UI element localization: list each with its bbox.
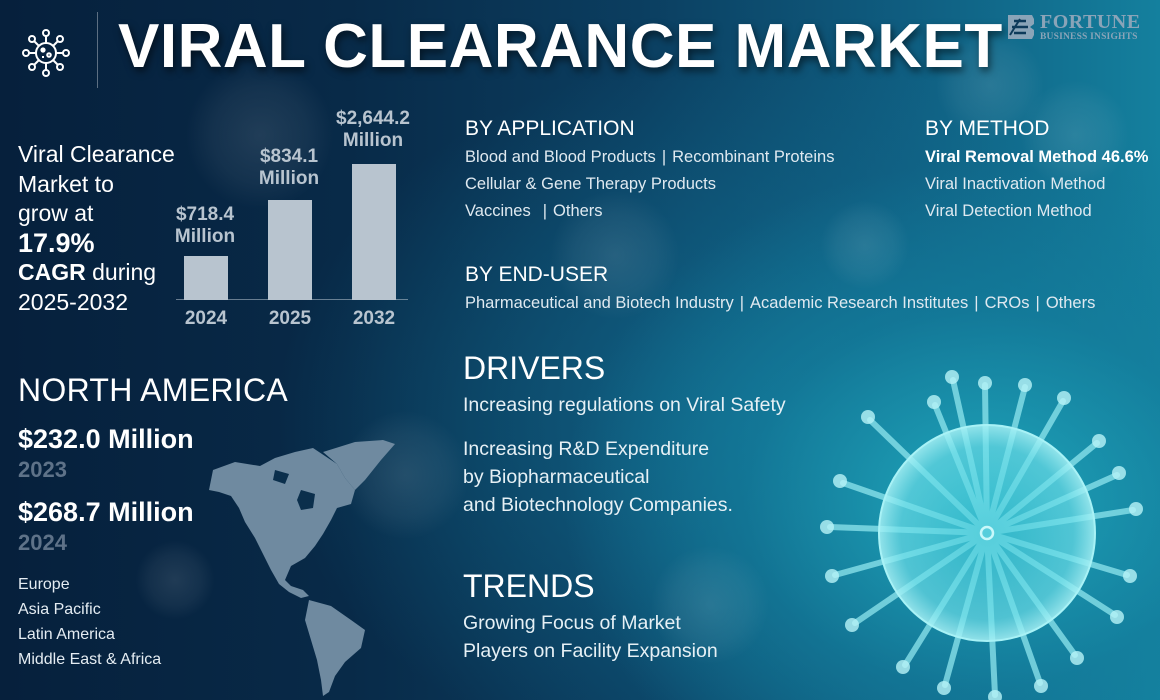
background-virus-blur xyxy=(135,540,215,620)
application-item: Cellular & Gene Therapy Products xyxy=(465,175,716,193)
cagr-rate: 17.9% xyxy=(18,227,95,258)
end-user-item: CROs xyxy=(984,294,1030,312)
region-item: Asia Pacific xyxy=(18,601,101,618)
cagr-period: 2025-2032 xyxy=(18,288,128,315)
market-size-bar-chart: $718.4 Million $834.1 Million $2,644.2 Mill… xyxy=(175,100,410,340)
region-item: Middle East & Africa xyxy=(18,651,162,668)
cagr-label: CAGR xyxy=(18,259,86,285)
by-method-heading: BY METHOD xyxy=(925,117,1050,140)
region-year-2024: 2024 xyxy=(18,530,67,555)
background-virus-blur xyxy=(650,545,770,665)
fortune-logo-icon xyxy=(1008,15,1034,40)
application-item: Recombinant Proteins xyxy=(672,148,835,166)
cagr-line: Market to xyxy=(18,170,114,197)
end-user-item: Academic Research Institutes xyxy=(750,294,969,312)
trend-item: Growing Focus of Market Players on Facil… xyxy=(463,612,718,662)
application-item: Vaccines xyxy=(465,202,531,220)
drivers-heading: DRIVERS xyxy=(463,350,606,386)
region-item: Europe xyxy=(18,576,70,593)
bar-value-label: $2,644.2 Million xyxy=(336,108,410,151)
application-list: Blood and Blood Products | Recombinant Pro… xyxy=(465,148,835,220)
brand-logo: FORTUNE BUSINESS INSIGHTS xyxy=(1006,12,1141,43)
cagr-line: grow at xyxy=(18,200,94,226)
by-application-heading: BY APPLICATION xyxy=(465,117,635,140)
brand-name: FORTUNE xyxy=(1040,11,1141,33)
method-item: Viral Inactivation Method xyxy=(925,175,1106,193)
region-value-2024: $268.7 Million xyxy=(18,497,194,527)
page-title: VIRAL CLEARANCE MARKET xyxy=(118,12,1003,81)
bar-2025 xyxy=(268,200,312,300)
application-item: Others xyxy=(553,202,603,220)
other-regions-list: Europe Asia Pacific Latin America Middle… xyxy=(18,572,161,672)
x-tick-label: 2025 xyxy=(268,308,312,329)
x-axis-line xyxy=(176,299,408,300)
brand-subtitle: BUSINESS INSIGHTS xyxy=(1040,32,1138,42)
region-value-2023: $232.0 Million xyxy=(18,424,194,454)
americas-map-icon xyxy=(209,440,395,696)
region-item: Latin America xyxy=(18,626,115,643)
background-virus-blur xyxy=(185,60,335,210)
x-tick-label: 2032 xyxy=(352,308,396,329)
method-item: Viral Detection Method xyxy=(925,202,1092,220)
background-virus-blur xyxy=(820,200,910,290)
background-virus-blur xyxy=(550,190,680,320)
bar-2032 xyxy=(352,164,396,300)
driver-item: Increasing regulations on Viral Safety xyxy=(463,394,786,416)
cagr-line: Viral Clearance xyxy=(18,141,175,167)
x-tick-label: 2024 xyxy=(184,308,228,329)
method-list: Viral Removal Method 46.6% Viral Inactiv… xyxy=(925,144,1148,225)
by-end-user-heading: BY END-USER xyxy=(465,263,609,286)
region-title: NORTH AMERICA xyxy=(18,372,289,408)
cagr-statement: Viral Clearance Market to grow at 17.9% … xyxy=(18,140,175,317)
bar-2024 xyxy=(184,256,228,300)
method-highlight: Viral Removal Method 46.6% xyxy=(925,148,1149,166)
end-user-item: Others xyxy=(1045,294,1096,312)
bar-value-label: $718.4 Million xyxy=(174,204,236,247)
end-user-list: Pharmaceutical and Biotech Industry | Acad… xyxy=(465,294,1096,312)
cagr-during: during xyxy=(85,259,157,285)
header-divider xyxy=(97,12,98,88)
trends-heading: TRENDS xyxy=(463,568,595,604)
virus-logo-icon xyxy=(22,29,70,77)
background-virus-blur xyxy=(935,30,1045,140)
cagr-line: CAGR during xyxy=(18,258,175,288)
virus-illustration-icon xyxy=(820,370,1143,700)
application-item: Blood and Blood Products xyxy=(465,148,656,166)
end-user-item: Pharmaceutical and Biotech Industry xyxy=(465,294,734,312)
region-year-2023: 2023 xyxy=(18,457,67,482)
background-virus-blur xyxy=(1020,80,1130,190)
bar-value-label: $834.1 Million xyxy=(258,146,320,189)
driver-item: Increasing R&D Expenditure by Biopharmac… xyxy=(463,438,733,516)
